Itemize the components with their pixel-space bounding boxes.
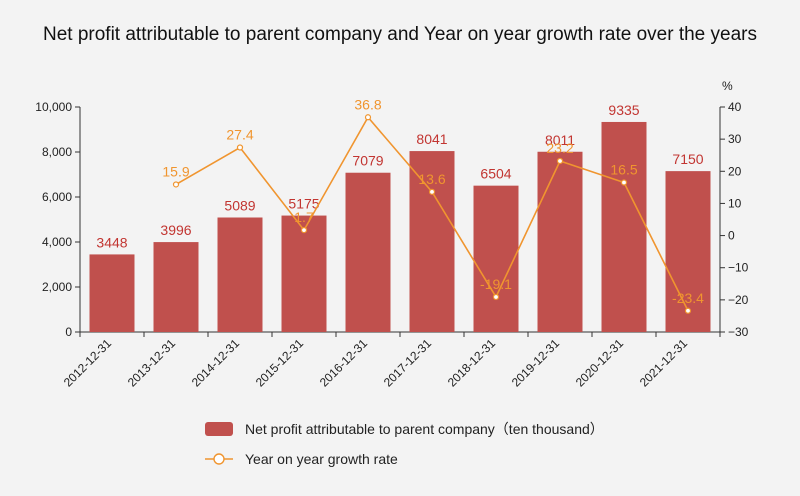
- bar-value-label: 8041: [416, 131, 447, 147]
- bar: [345, 172, 391, 332]
- growth-rate-value-label: 13.6: [418, 171, 445, 187]
- bar: [537, 151, 583, 332]
- bar-value-label: 7150: [672, 151, 703, 167]
- growth-rate-point: [364, 114, 372, 121]
- y-right-tick-label: 20: [728, 164, 742, 178]
- y-left-tick-label: 4,000: [42, 235, 72, 249]
- legend-label-line: Year on year growth rate: [245, 451, 398, 467]
- bar: [665, 171, 711, 332]
- growth-rate-value-label: 1.7: [294, 209, 314, 225]
- bar-value-label: 7079: [352, 153, 383, 169]
- legend-swatch-bar: [205, 422, 233, 436]
- bar: [89, 254, 135, 332]
- growth-rate-value-label: -19.1: [480, 276, 512, 292]
- y-right-tick-label: 0: [728, 229, 735, 243]
- bar-value-label: 3996: [160, 222, 191, 238]
- y-right-tick-label: −10: [728, 261, 749, 275]
- growth-rate-point: [620, 179, 628, 186]
- growth-rate-point: [236, 144, 244, 151]
- bar: [153, 242, 199, 332]
- x-tick-label: 2021-12-31: [637, 336, 691, 390]
- growth-rate-point: [492, 293, 500, 301]
- y-right-unit-label: %: [722, 79, 733, 93]
- y-right-tick-label: −30: [728, 325, 749, 339]
- x-tick-label: 2015-12-31: [253, 336, 307, 390]
- x-tick-label: 2018-12-31: [445, 336, 499, 390]
- bar: [473, 185, 519, 332]
- growth-rate-value-label: 15.9: [162, 163, 189, 179]
- growth-rate-value-label: 16.5: [610, 162, 637, 178]
- bar-value-label: 5175: [288, 196, 319, 212]
- y-right-tick-label: 30: [728, 132, 742, 146]
- x-tick-label: 2016-12-31: [317, 336, 371, 390]
- growth-rate-point: [428, 188, 436, 195]
- growth-rate-point: [556, 157, 564, 165]
- growth-rate-point: [684, 307, 692, 314]
- legend-swatch-line-marker: [213, 453, 225, 465]
- bar-value-label: 5089: [224, 197, 255, 213]
- bar: [217, 217, 263, 332]
- y-right-tick-label: 10: [728, 196, 742, 210]
- x-tick-label: 2013-12-31: [125, 336, 179, 390]
- bar-value-label: 9335: [608, 102, 639, 118]
- y-left-tick-label: 6,000: [42, 190, 72, 204]
- y-left-tick-label: 2,000: [42, 280, 72, 294]
- y-right-tick-label: 40: [728, 100, 742, 114]
- x-tick-label: 2012-12-31: [61, 336, 115, 390]
- growth-rate-value-label: 23.2: [546, 140, 573, 156]
- growth-rate-value-label: -23.4: [672, 290, 704, 306]
- growth-rate-point: [172, 181, 180, 188]
- bar-value-label: 3448: [96, 234, 127, 250]
- bar-value-label: 6504: [480, 166, 511, 182]
- legend-label-bar: Net profit attributable to parent compan…: [245, 421, 604, 437]
- x-tick-label: 2014-12-31: [189, 336, 243, 390]
- bar-value-label: 8011: [545, 132, 575, 148]
- x-tick-label: 2020-12-31: [573, 336, 627, 390]
- y-right-tick-label: −20: [728, 293, 749, 307]
- growth-rate-value-label: 27.4: [226, 127, 253, 143]
- bar: [281, 215, 327, 332]
- chart-title: Net profit attributable to parent compan…: [43, 24, 757, 45]
- bar: [601, 121, 647, 333]
- x-tick-label: 2019-12-31: [509, 336, 563, 390]
- bar: [409, 151, 455, 332]
- y-left-tick-label: 8,000: [42, 145, 72, 159]
- y-left-tick-label: 10,000: [35, 100, 72, 114]
- growth-rate-value-label: 36.8: [354, 96, 381, 112]
- growth-rate-point: [300, 227, 308, 234]
- y-left-tick-label: 0: [65, 325, 72, 339]
- x-tick-label: 2017-12-31: [381, 336, 435, 390]
